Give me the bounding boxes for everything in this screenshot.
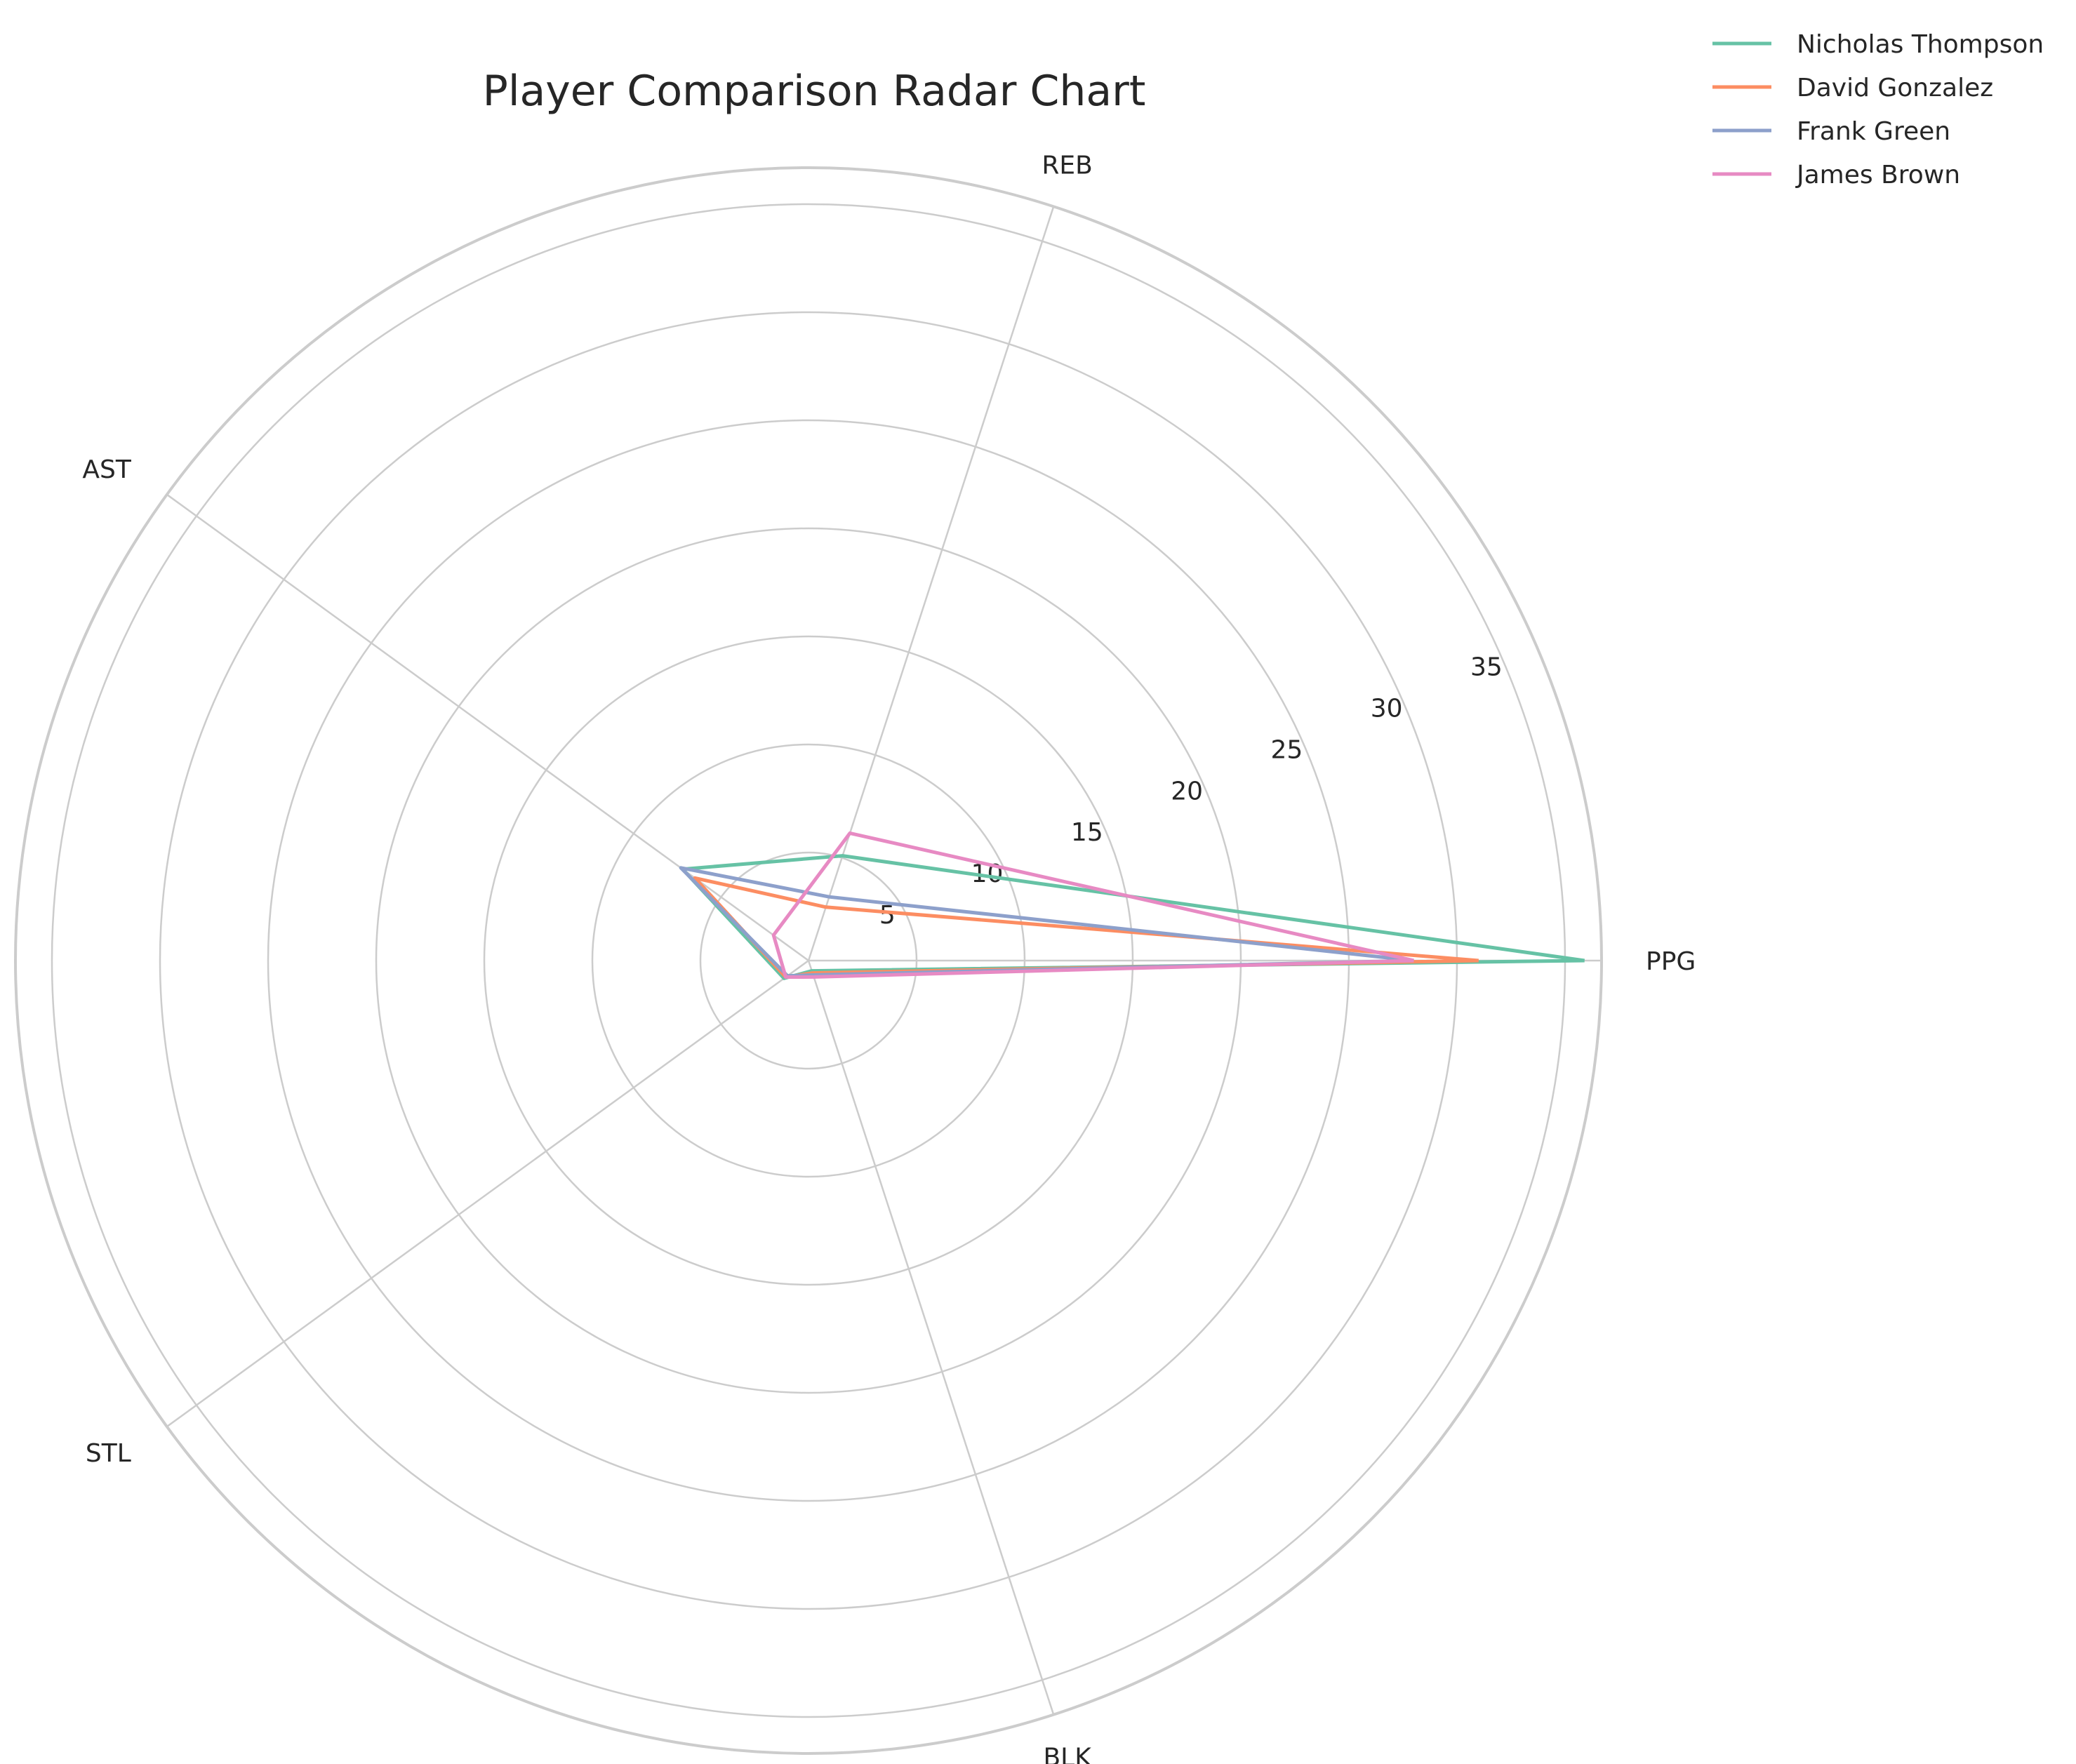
axis-label-stl: STL xyxy=(86,1439,131,1468)
spoke-reb xyxy=(807,206,1055,961)
axis-label-ast: AST xyxy=(82,455,131,484)
legend-label-frank-green: Frank Green xyxy=(1797,117,1950,146)
r-tick-label: 25 xyxy=(1270,735,1303,764)
r-tick-label: 35 xyxy=(1470,653,1503,681)
legend: Nicholas Thompson David Gonzalez Frank Gre… xyxy=(1712,30,2044,189)
r-tick-label: 5 xyxy=(879,901,896,930)
chart-title: Player Comparison Radar Chart xyxy=(483,67,1146,116)
r-tick-label: 15 xyxy=(1071,818,1103,847)
axis-label-reb: REB xyxy=(1042,151,1092,180)
spoke-stl xyxy=(166,959,809,1428)
r-tick-label: 30 xyxy=(1371,694,1403,723)
axis-labels: PPG REB AST STL BLK xyxy=(82,151,1696,1764)
legend-label-james-brown: James Brown xyxy=(1795,161,1960,189)
spoke-ast xyxy=(166,493,809,962)
axis-label-ppg: PPG xyxy=(1646,947,1696,976)
spoke-blk xyxy=(807,960,1055,1716)
axis-label-blk: BLK xyxy=(1043,1744,1092,1764)
legend-label-nicholas-thompson: Nicholas Thompson xyxy=(1797,30,2044,59)
series-lines xyxy=(679,831,1585,980)
legend-label-david-gonzalez: David Gonzalez xyxy=(1797,74,1993,102)
series-line-james-brown xyxy=(771,831,1414,979)
r-tick-label: 20 xyxy=(1171,777,1203,806)
